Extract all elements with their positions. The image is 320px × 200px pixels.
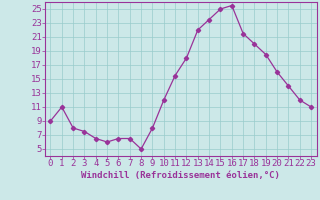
X-axis label: Windchill (Refroidissement éolien,°C): Windchill (Refroidissement éolien,°C) (81, 171, 280, 180)
